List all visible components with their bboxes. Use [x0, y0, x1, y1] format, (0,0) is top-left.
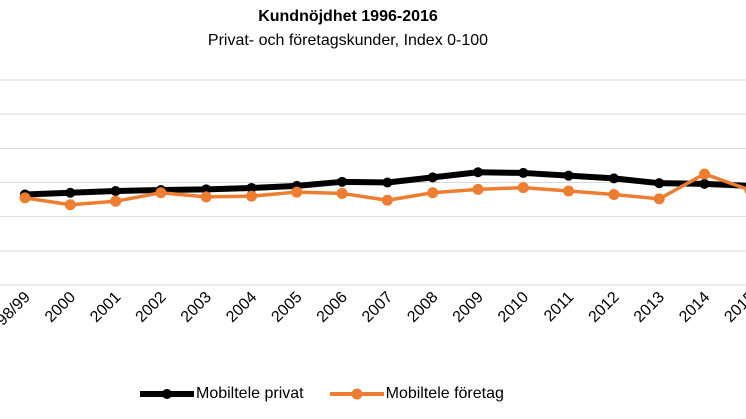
data-point-privat-2014	[699, 178, 710, 189]
x-tick-label-2007: 2007	[359, 289, 396, 326]
data-point-privat-2013	[654, 178, 665, 189]
data-point-privat-2012	[608, 173, 619, 184]
data-point-privat-2008	[427, 172, 438, 183]
data-point-foretag-2013	[653, 193, 665, 205]
chart-subtitle: Privat- och företagskunder, Index 0-100	[207, 32, 489, 49]
data-point-privat-2010	[518, 167, 529, 178]
x-tick-label-2002: 2002	[133, 289, 170, 326]
x-tick-label-2004: 2004	[223, 289, 260, 326]
x-tick-label-2012: 2012	[586, 289, 623, 326]
x-tick-label-2000: 2000	[42, 289, 79, 326]
x-tick-label-2005: 2005	[268, 289, 305, 326]
data-point-privat-2001	[110, 186, 121, 197]
data-point-foretag-2000	[64, 199, 76, 211]
x-tick-label-2006: 2006	[314, 289, 351, 326]
series-layer	[19, 167, 746, 211]
legend: Mobiltele privat Mobiltele företag	[140, 384, 530, 404]
legend-label-foretag: Mobiltele företag	[385, 385, 504, 402]
chart-title: Kundnöjdhet 1996-2016	[258, 8, 438, 25]
legend-item-foretag: Mobiltele företag	[329, 385, 504, 403]
x-tick-label-2014: 2014	[676, 289, 713, 326]
x-tick-label-2015: 2015	[721, 289, 746, 326]
legend-label-privat: Mobiltele privat	[196, 385, 304, 402]
data-point-privat-2009	[473, 167, 483, 178]
x-axis-labels: 98/99 2000 2001 2002 2003 2004 2005 2006 2007 200…	[0, 289, 746, 329]
x-tick-label-2001: 2001	[87, 289, 124, 326]
data-point-foretag-2001	[110, 195, 122, 207]
data-point-foretag-2005	[291, 186, 303, 198]
data-point-foretag-98-99	[19, 192, 31, 204]
data-point-foretag-2010	[517, 182, 529, 194]
legend-dot-privat	[162, 389, 172, 399]
x-tick-label-2011: 2011	[541, 289, 577, 325]
data-point-privat-2000	[65, 187, 76, 198]
x-tick-label-2010: 2010	[495, 289, 532, 326]
data-point-foretag-2014	[699, 168, 710, 180]
data-point-foretag-2012	[608, 188, 620, 200]
x-tick-label-98-99: 98/99	[0, 289, 34, 329]
legend-dot-foretag	[351, 388, 363, 400]
data-point-foretag-2011	[563, 185, 575, 197]
x-tick-label-2003: 2003	[178, 289, 215, 326]
data-point-foretag-2006	[336, 187, 348, 199]
legend-swatch-privat	[140, 388, 194, 400]
data-point-foretag-2004	[246, 190, 257, 202]
data-point-foretag-2002	[155, 187, 167, 199]
x-tick-label-2008: 2008	[404, 289, 441, 326]
data-point-privat-2006	[337, 176, 348, 187]
data-point-foretag-2003	[200, 191, 212, 203]
data-point-privat-2007	[382, 177, 393, 188]
gridlines	[0, 79, 746, 286]
legend-item-privat: Mobiltele privat	[140, 385, 304, 403]
x-tick-label-2013: 2013	[631, 289, 668, 326]
data-point-privat-2003	[201, 184, 212, 195]
data-point-foretag-2009	[472, 183, 484, 195]
data-point-foretag-2008	[427, 187, 439, 199]
legend-swatch-foretag	[329, 388, 384, 400]
x-tick-label-2009: 2009	[450, 289, 487, 326]
data-point-foretag-2007	[381, 194, 393, 206]
data-point-privat-2011	[563, 170, 574, 181]
data-point-privat-2004	[246, 182, 257, 193]
